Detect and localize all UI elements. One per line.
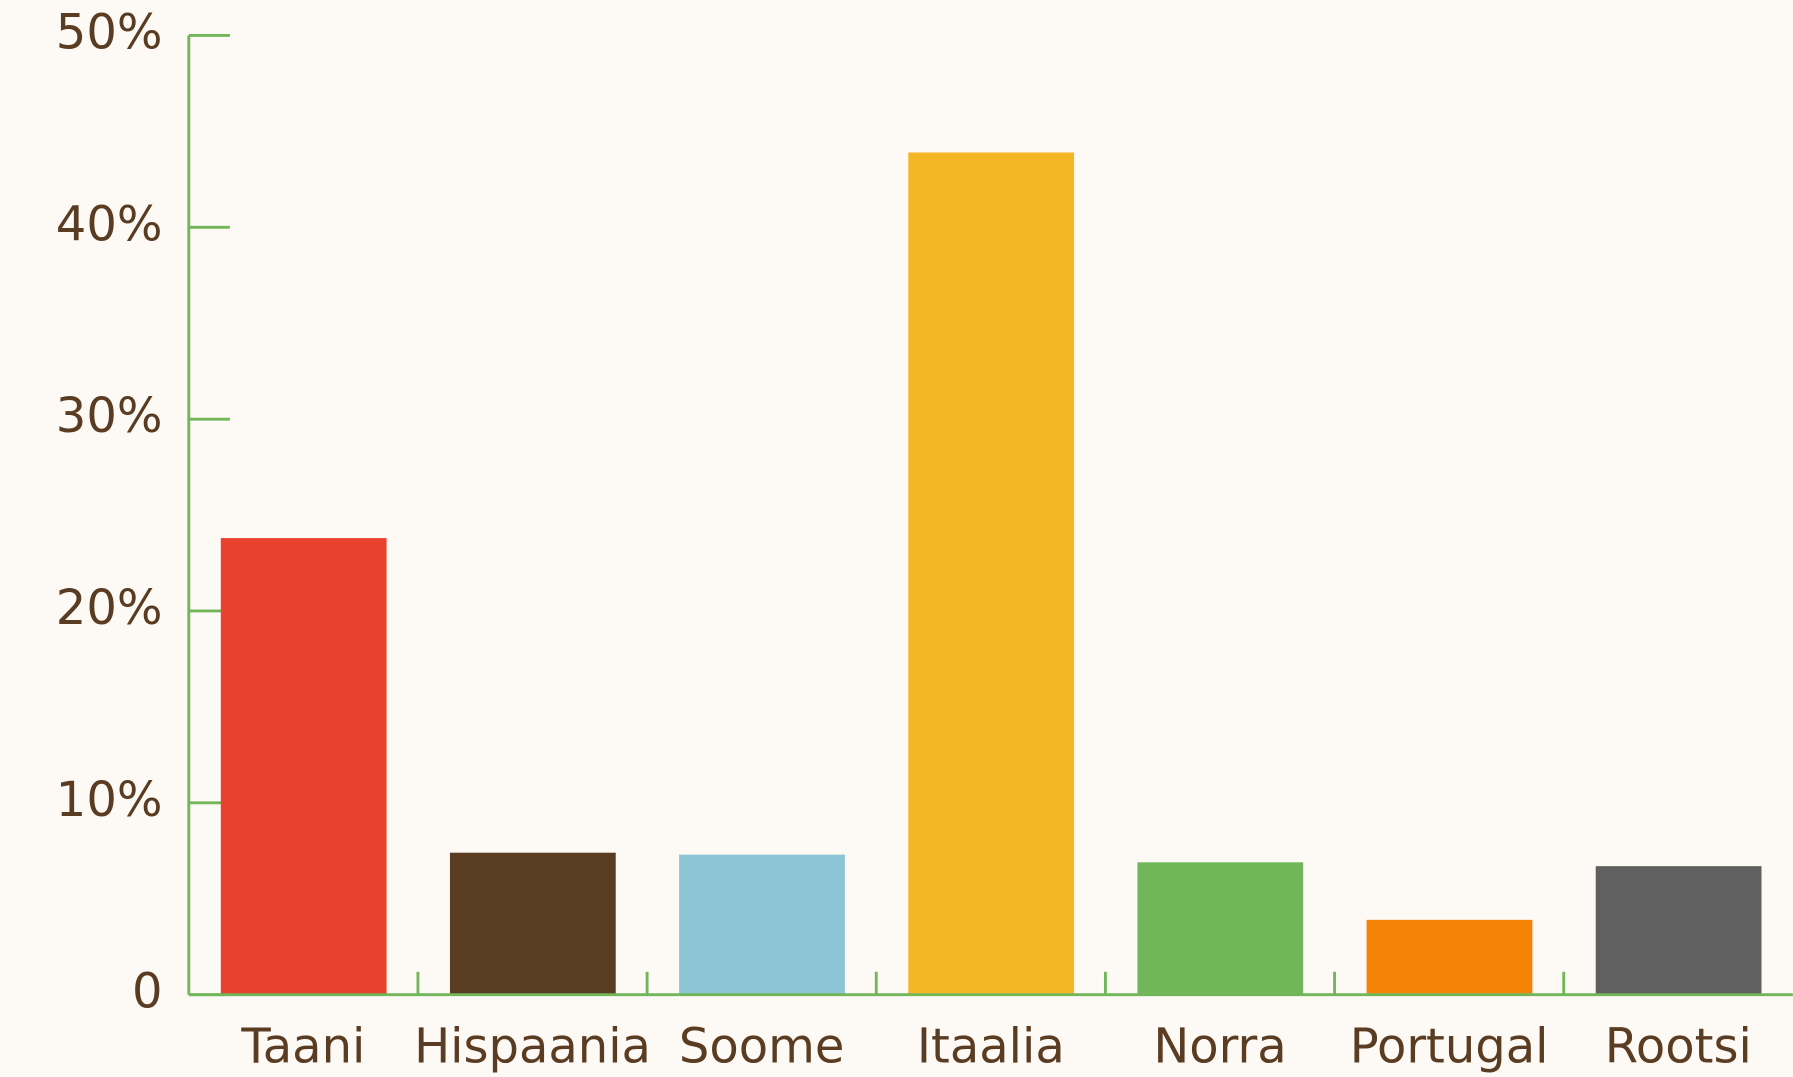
y-tick-label: 0 (132, 964, 163, 1020)
bar (220, 538, 387, 995)
bar (1137, 862, 1304, 995)
x-tick-label: Taani (240, 1019, 365, 1075)
x-tick-label: Portugal (1350, 1019, 1549, 1075)
y-tick-label: 50% (56, 4, 163, 60)
y-tick-label: 40% (56, 196, 163, 252)
x-tick-label: Hispaania (414, 1019, 651, 1075)
x-tick-label: Soome (679, 1019, 845, 1075)
bar (1366, 919, 1533, 995)
bar (449, 852, 616, 995)
y-tick-label: 20% (56, 580, 163, 636)
y-tick-label: 30% (56, 388, 163, 444)
bar (908, 152, 1075, 995)
bar (1595, 866, 1762, 995)
x-tick-label: Itaalia (917, 1019, 1065, 1075)
bar (679, 854, 845, 995)
x-tick-label: Norra (1153, 1019, 1286, 1075)
y-tick-label: 10% (56, 772, 163, 828)
x-tick-label: Rootsi (1605, 1019, 1752, 1075)
